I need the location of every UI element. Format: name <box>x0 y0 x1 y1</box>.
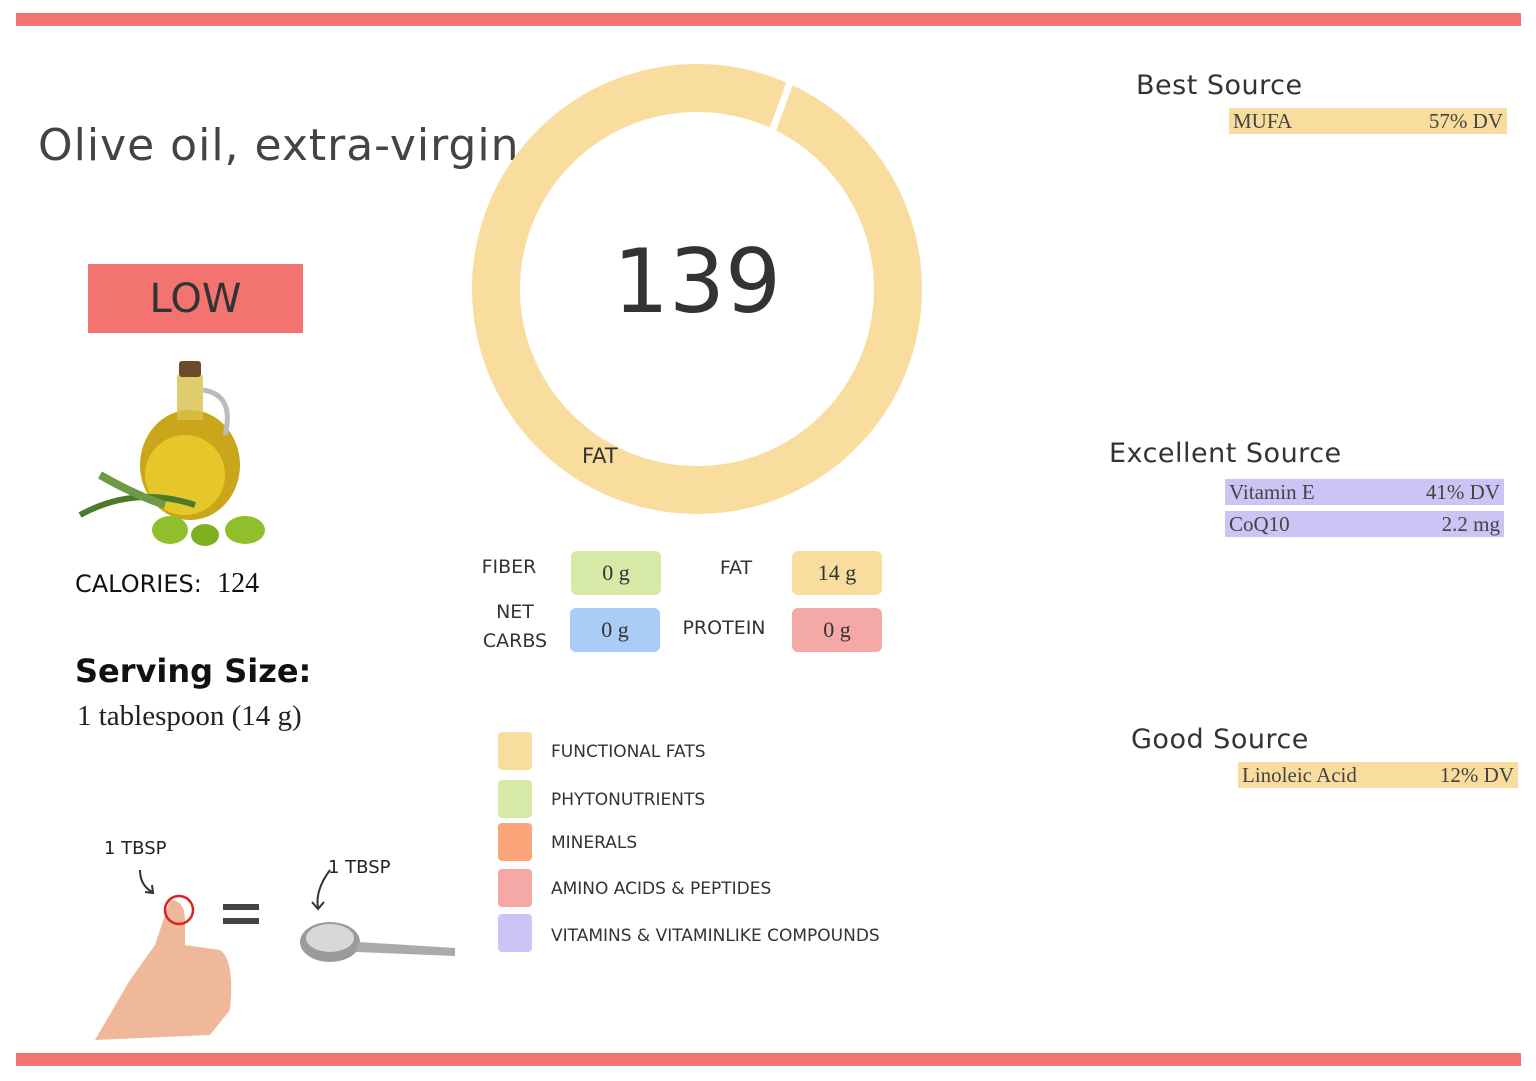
macro-value: 0 g <box>792 608 882 652</box>
nutrient-name: MUFA <box>1233 108 1293 133</box>
nutrient-value: 41% DV <box>1425 479 1500 504</box>
source-row: CoQ10 2.2 mg <box>1225 511 1504 537</box>
serving-title: Serving Size: <box>75 652 312 690</box>
donut <box>472 64 922 514</box>
nutrient-name: Vitamin E <box>1229 479 1315 504</box>
serving-text: 1 tablespoon (14 g) <box>77 700 302 732</box>
nutrient-value: 2.2 mg <box>1441 511 1500 536</box>
nutrient-value: 57% DV <box>1428 108 1503 133</box>
donut-ring <box>472 64 922 514</box>
calories-label: CALORIES: <box>75 570 202 598</box>
rating-badge: LOW <box>88 264 303 333</box>
nutrient-name: CoQ10 <box>1229 511 1290 536</box>
thumb-label: 1 TBSP <box>104 838 167 859</box>
bottle-image <box>78 361 265 546</box>
macro-label: FIBER <box>481 556 537 578</box>
measure-illustration <box>95 869 455 1040</box>
macro-label: FAT <box>719 557 753 579</box>
macro-label: PROTEIN <box>682 617 766 639</box>
legend-swatch <box>498 914 532 952</box>
legend-label: MINERALS <box>551 833 638 853</box>
macro-value: 0 g <box>571 551 661 595</box>
source-row: Vitamin E 41% DV <box>1225 479 1504 505</box>
source-title: Best Source <box>1136 70 1303 101</box>
calories-value: 124 <box>217 568 260 599</box>
source-title: Excellent Source <box>1109 438 1342 469</box>
donut-gap <box>766 75 796 139</box>
source-title: Good Source <box>1131 724 1309 755</box>
legend-swatch <box>498 869 532 907</box>
bottom-bar <box>16 1053 1521 1066</box>
legend-swatch <box>498 780 532 818</box>
source-row: MUFA 57% DV <box>1229 108 1507 134</box>
source-row: Linoleic Acid 12% DV <box>1238 762 1518 788</box>
score: 139 <box>613 230 781 333</box>
legend-label: PHYTONUTRIENTS <box>551 790 706 810</box>
spoon-label: 1 TBSP <box>328 857 391 878</box>
macro-value: 14 g <box>792 551 882 595</box>
donut-label: FAT <box>582 444 618 468</box>
legend-label: FUNCTIONAL FATS <box>551 742 706 762</box>
macro-label: NET CARBS <box>482 601 548 652</box>
nutrient-name: Linoleic Acid <box>1242 762 1357 787</box>
top-bar <box>16 13 1521 26</box>
nutrient-value: 12% DV <box>1439 762 1514 787</box>
legend-swatch <box>498 823 532 861</box>
macro-value: 0 g <box>570 608 660 652</box>
legend-label: VITAMINS & VITAMINLIKE COMPOUNDS <box>551 926 880 946</box>
calories: CALORIES: 124 <box>75 568 259 600</box>
legend-label: AMINO ACIDS & PEPTIDES <box>551 879 772 899</box>
legend-swatch <box>498 732 532 770</box>
title: Olive oil, extra-virgin <box>38 120 520 171</box>
